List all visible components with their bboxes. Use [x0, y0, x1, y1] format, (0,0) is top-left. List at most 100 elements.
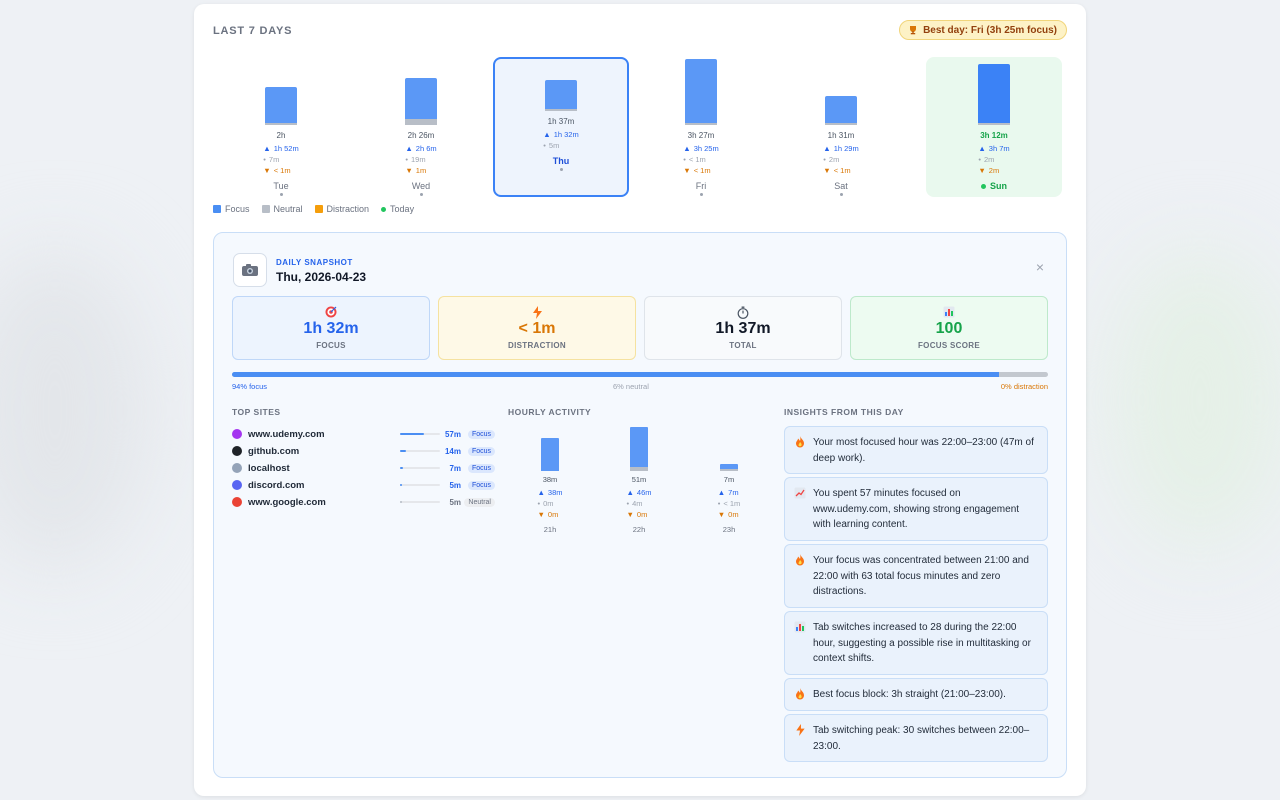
- stat-distraction-label: DISTRACTION: [508, 341, 566, 350]
- c-neutral-marker: •: [537, 499, 541, 508]
- insight-card: Tab switching peak: 30 switches between …: [784, 714, 1048, 762]
- neutral-segment: [545, 109, 577, 111]
- insight-card: Your focus was concentrated between 21:0…: [784, 544, 1048, 608]
- site-usage-fill: [400, 467, 403, 469]
- day-dot: [839, 193, 843, 196]
- best-day-badge: Best day: Fri (3h 25m focus): [899, 20, 1067, 40]
- mini-value: 0m: [636, 510, 648, 519]
- site-time: 7m: [449, 463, 461, 473]
- bar-chart-icon: [943, 306, 955, 318]
- day-dot: [699, 193, 703, 196]
- legend-focus: Focus: [213, 204, 250, 214]
- insight-text: Tab switches increased to 28 during the …: [813, 622, 1031, 664]
- focus-time: ▲ 1h 32m: [543, 129, 578, 140]
- site-name: www.udemy.com: [248, 428, 325, 440]
- day-dot: [559, 168, 563, 171]
- neutral-time: • 2m: [823, 154, 858, 165]
- stat-distraction-value: < 1m: [518, 320, 556, 337]
- day-total: 1h 31m: [827, 131, 855, 140]
- stat-focus-value: 1h 32m: [303, 320, 359, 337]
- fire-icon: [794, 436, 806, 448]
- background-blob: [1110, 250, 1280, 550]
- focus-time: ▲ 7m: [718, 487, 741, 498]
- site-favicon-icon: [232, 480, 242, 490]
- hour-column-22h[interactable]: 51m ▲ 46m • 4m ▼ 0m 22h: [619, 425, 659, 534]
- day-column-thu[interactable]: 1h 37m ▲ 1h 32m • 5m Thu: [493, 57, 629, 197]
- c-dist-marker: ▼: [823, 166, 831, 175]
- neutral-time: • 4m: [626, 498, 651, 509]
- top-site-row[interactable]: www.google.com 5m Neutral: [232, 495, 495, 509]
- site-usage-fill: [400, 484, 402, 486]
- bar-area: [926, 57, 1062, 125]
- day-label: Tue: [273, 181, 289, 191]
- site-time: 57m: [444, 429, 461, 439]
- day-dot: [279, 193, 283, 196]
- neutral-time: • 2m: [978, 154, 1009, 165]
- hour-column-21h[interactable]: 38m ▲ 38m • 0m ▼ 0m 21h: [530, 425, 570, 534]
- legend-neutral: Neutral: [261, 204, 303, 214]
- lightning-icon: [794, 724, 806, 736]
- distraction-time: ▼ 2m: [978, 165, 1009, 176]
- day-column-fri[interactable]: 3h 27m ▲ 3h 25m • < 1m ▼ < 1m Fri: [633, 57, 769, 197]
- site-category-badge: Neutral: [464, 497, 495, 507]
- hour-total: 38m: [542, 475, 558, 484]
- insights-title: INSIGHTS FROM THIS DAY: [784, 407, 904, 417]
- mini-value: 38m: [547, 488, 563, 497]
- day-column-wed[interactable]: 2h 26m ▲ 2h 6m • 19m ▼ 1m Wed: [353, 57, 489, 197]
- site-usage-fill: [400, 433, 424, 435]
- top-site-row[interactable]: www.udemy.com 57m Focus: [232, 427, 495, 441]
- focus-time: ▲ 3h 25m: [683, 143, 718, 154]
- stat-score-value: 100: [935, 320, 963, 337]
- c-neutral-marker: •: [543, 141, 546, 150]
- day-label: Sat: [834, 181, 848, 191]
- site-usage-fill: [400, 450, 406, 452]
- site-usage-bar: [400, 433, 440, 435]
- trend-chart-icon: [794, 487, 806, 499]
- camera-icon: [233, 253, 267, 287]
- day-bar: [405, 78, 437, 125]
- insight-card: You spent 57 minutes focused on www.udem…: [784, 477, 1048, 541]
- day-column-sun[interactable]: 3h 12m ▲ 3h 7m • 2m ▼ 2m Sun: [926, 57, 1062, 197]
- mini-value: < 1m: [273, 166, 291, 175]
- bar-chart-icon: [794, 621, 806, 633]
- day-label-text: Sun: [990, 181, 1007, 191]
- day-breakdown: ▲ 1h 32m • 5m: [543, 129, 578, 151]
- target-icon: [325, 306, 337, 318]
- lightning-icon: [532, 305, 542, 319]
- mini-value: 46m: [636, 488, 652, 497]
- focus-breakdown-bar: [232, 372, 1048, 377]
- focus-time: ▲ 2h 6m: [405, 143, 436, 154]
- site-name: github.com: [248, 445, 300, 457]
- site-category-badge: Focus: [467, 480, 495, 490]
- legend-distraction: Distraction: [314, 204, 369, 214]
- neutral-time: • < 1m: [718, 498, 741, 509]
- hour-total: 7m: [723, 475, 735, 484]
- day-column-tue[interactable]: 2h ▲ 1h 52m • 7m ▼ < 1m Tue: [213, 57, 349, 197]
- day-bar: [685, 59, 717, 125]
- c-dist-marker: ▼: [978, 166, 986, 175]
- day-breakdown: ▲ 3h 25m • < 1m ▼ < 1m: [683, 143, 718, 176]
- top-site-row[interactable]: localhost 7m Focus: [232, 461, 495, 475]
- day-column-sat[interactable]: 1h 31m ▲ 1h 29m • 2m ▼ < 1m Sat: [773, 57, 909, 197]
- top-site-row[interactable]: github.com 14m Focus: [232, 444, 495, 458]
- mini-value: 1h 29m: [833, 144, 859, 153]
- distraction-time: ▼ 1m: [405, 165, 436, 176]
- hour-bar-area: [530, 425, 570, 471]
- site-usage-bar: [400, 501, 440, 503]
- hour-column-23h[interactable]: 7m ▲ 7m • < 1m ▼ 0m 23h: [709, 425, 749, 534]
- mini-value: 2m: [988, 166, 1000, 175]
- site-favicon-icon: [232, 446, 242, 456]
- hourly-activity-title: HOURLY ACTIVITY: [508, 407, 592, 417]
- hour-breakdown: ▲ 46m • 4m ▼ 0m: [626, 487, 651, 520]
- focus-percent-label: 94% focus: [232, 382, 268, 391]
- mini-value: 0m: [543, 499, 554, 508]
- day-total: 3h 27m: [687, 131, 715, 140]
- day-breakdown: ▲ 1h 52m • 7m ▼ < 1m: [263, 143, 298, 176]
- mini-value: < 1m: [693, 166, 711, 175]
- stat-focus-label: FOCUS: [316, 341, 346, 350]
- distraction-time: ▼ < 1m: [263, 165, 298, 176]
- day-dot: [419, 193, 423, 196]
- mini-value: 5m: [548, 141, 560, 150]
- top-site-row[interactable]: discord.com 5m Focus: [232, 478, 495, 492]
- close-snapshot-button[interactable]: ×: [1035, 259, 1044, 275]
